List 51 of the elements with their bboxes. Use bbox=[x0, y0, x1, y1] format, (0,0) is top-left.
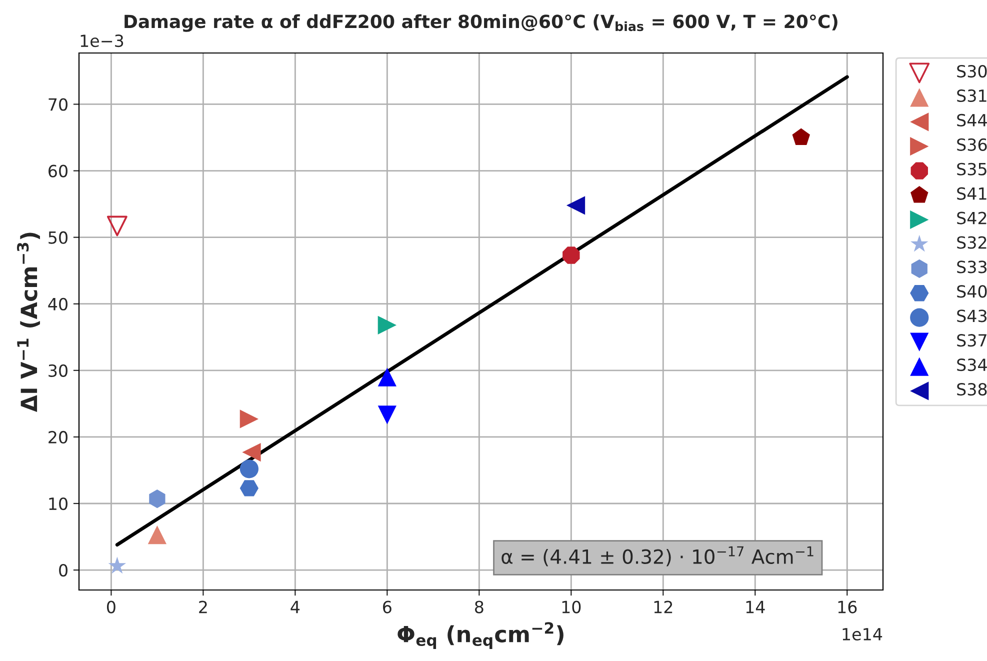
x-tick-label: 4 bbox=[290, 600, 300, 614]
x-tick-label: 10 bbox=[562, 600, 581, 614]
y-tick-label: 50 bbox=[48, 231, 68, 244]
legend-label: S41 bbox=[957, 187, 986, 200]
x-tick-label: 8 bbox=[474, 600, 484, 614]
x-tick-label: 0 bbox=[106, 600, 116, 614]
point bbox=[562, 246, 580, 264]
annotation: α = (4.41 ± 0.32) · 10$^{−17}$ Acm$^{−1}$ bbox=[502, 546, 814, 566]
legend-label: S32 bbox=[957, 236, 986, 249]
point bbox=[242, 442, 261, 462]
x-axis-title: Φ$_{eq}$ (n$_{eq}$cm$^{−2}$) bbox=[398, 622, 564, 650]
x-tick-label: 16 bbox=[838, 600, 857, 614]
legend-label: S42 bbox=[957, 212, 986, 224]
x-tick-label: 6 bbox=[383, 600, 392, 614]
chart-title: Damage rate α of ddFZ200 after 80min@60°C (V$_{bias}$ = 600 V, T = 20°C) bbox=[124, 14, 838, 32]
y-tick-label: 40 bbox=[48, 298, 68, 310]
text: 1e14 bbox=[842, 628, 882, 640]
y-tick-label: 60 bbox=[48, 164, 68, 178]
y-axis-title: ΔI V$^{−1}$ (Acm$^{−3}$) bbox=[16, 232, 40, 412]
x-tick-label: 12 bbox=[654, 600, 672, 614]
point bbox=[240, 480, 258, 496]
point bbox=[240, 460, 258, 478]
text: 1e−3 bbox=[80, 34, 124, 48]
legend-label: S38 bbox=[957, 382, 987, 396]
point bbox=[240, 410, 258, 428]
y-tick-label: 70 bbox=[48, 98, 68, 111]
point bbox=[566, 196, 586, 215]
point bbox=[149, 490, 166, 508]
y-tick-label: 20 bbox=[48, 430, 68, 444]
point bbox=[378, 316, 396, 334]
x-tick-label: 2 bbox=[199, 600, 207, 614]
legend-label: S35 bbox=[957, 162, 986, 176]
legend-label: S44 bbox=[957, 114, 987, 126]
point bbox=[378, 368, 396, 386]
x-tick-label: 14 bbox=[746, 600, 765, 614]
legend-label: S36 bbox=[957, 138, 987, 151]
legend-label: S40 bbox=[957, 285, 987, 298]
legend-label: S34 bbox=[957, 358, 987, 372]
point bbox=[148, 525, 167, 544]
legend-label: S37 bbox=[957, 334, 986, 347]
point bbox=[106, 216, 128, 236]
point bbox=[108, 556, 126, 574]
point bbox=[792, 128, 810, 146]
legend-label: S33 bbox=[957, 260, 986, 274]
legend-label: S30 bbox=[957, 64, 987, 78]
y-tick-label: 30 bbox=[48, 364, 68, 377]
legend-label: S31 bbox=[957, 89, 986, 102]
y-tick-label: 10 bbox=[49, 497, 68, 510]
legend-label: S43 bbox=[957, 310, 986, 322]
y-tick-label: 0 bbox=[59, 564, 68, 577]
point bbox=[378, 406, 396, 424]
